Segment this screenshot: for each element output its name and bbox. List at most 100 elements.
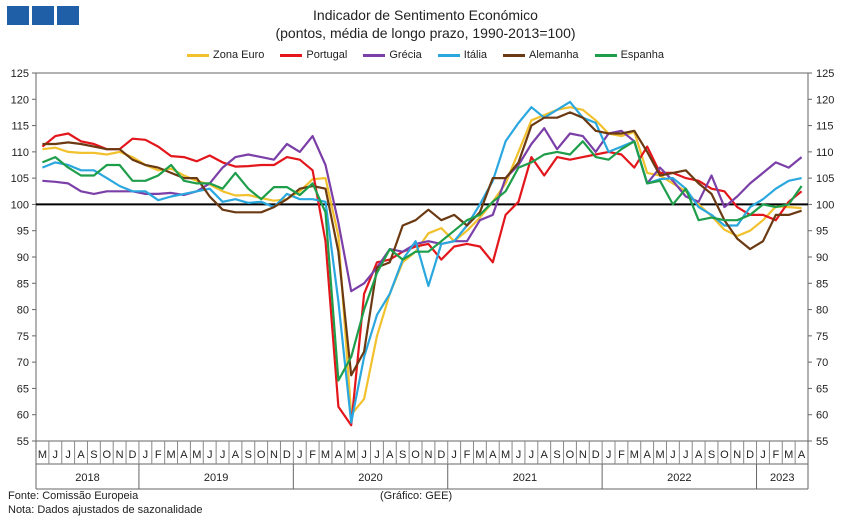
y-tick-label-right: 120 bbox=[816, 94, 834, 106]
y-tick-label-right: 105 bbox=[816, 173, 834, 185]
legend-item: Portugal bbox=[280, 49, 347, 61]
month-label: A bbox=[77, 449, 85, 461]
month-label: N bbox=[116, 449, 124, 461]
month-label: A bbox=[335, 449, 343, 461]
month-label: A bbox=[541, 449, 549, 461]
source-note: Fonte: Comissão Europeia bbox=[8, 490, 139, 502]
legend-item: Itália bbox=[437, 49, 488, 61]
month-label: O bbox=[566, 449, 575, 461]
month-label: J bbox=[670, 449, 676, 461]
month-label: A bbox=[489, 449, 497, 461]
y-tick-label-left: 105 bbox=[11, 173, 29, 185]
month-label: S bbox=[708, 449, 715, 461]
logo-square-3 bbox=[57, 6, 79, 25]
month-label: J bbox=[683, 449, 689, 461]
month-label: F bbox=[464, 449, 471, 461]
month-label: S bbox=[90, 449, 97, 461]
month-label: J bbox=[207, 449, 213, 461]
legend-item: Grécia bbox=[363, 49, 422, 61]
month-label: M bbox=[655, 449, 664, 461]
legend-swatch bbox=[280, 53, 303, 57]
month-label: D bbox=[592, 449, 600, 461]
month-label: S bbox=[245, 449, 252, 461]
month-label: N bbox=[424, 449, 432, 461]
month-label: D bbox=[746, 449, 754, 461]
y-tick-label-left: 80 bbox=[17, 305, 29, 317]
month-label: J bbox=[516, 449, 522, 461]
legend-item: Espanha bbox=[594, 49, 664, 61]
series-line-espanha bbox=[41, 140, 803, 382]
month-label: J bbox=[361, 449, 367, 461]
month-label: J bbox=[220, 449, 226, 461]
y-tick-label-right: 90 bbox=[816, 252, 828, 264]
month-label: D bbox=[283, 449, 291, 461]
logo-square-2 bbox=[32, 6, 54, 25]
y-tick-label-right: 125 bbox=[816, 68, 834, 80]
month-label: O bbox=[102, 449, 111, 461]
series-line-portugal bbox=[41, 132, 803, 427]
month-label: A bbox=[180, 449, 188, 461]
legend-swatch bbox=[594, 53, 617, 57]
y-tick-label-right: 110 bbox=[816, 147, 834, 159]
month-label: O bbox=[720, 449, 729, 461]
month-label: J bbox=[374, 449, 380, 461]
legend-item: Zona Euro bbox=[187, 49, 264, 61]
month-label: J bbox=[143, 449, 149, 461]
series-line-italia bbox=[41, 100, 802, 424]
plot-frame bbox=[35, 72, 809, 442]
y-tick-label-left: 90 bbox=[17, 252, 29, 264]
y-tick-label-left: 55 bbox=[17, 436, 29, 448]
chart-title: Indicador de Sentimento Económico bbox=[313, 7, 538, 23]
month-label: D bbox=[129, 449, 137, 461]
month-label: F bbox=[309, 449, 316, 461]
month-label: J bbox=[606, 449, 612, 461]
month-label: S bbox=[553, 449, 560, 461]
y-tick-label-left: 75 bbox=[17, 331, 29, 343]
chart-subtitle: (pontos, média de longo prazo, 1990-2013… bbox=[275, 25, 576, 41]
series-line-alemanha bbox=[42, 111, 802, 377]
legend-swatch bbox=[187, 53, 209, 57]
legend-label: Portugal bbox=[306, 49, 348, 61]
month-label: A bbox=[798, 449, 806, 461]
series-line-grecia bbox=[42, 127, 803, 293]
y-tick-label-right: 80 bbox=[816, 305, 828, 317]
y-tick-label-left: 110 bbox=[11, 147, 29, 159]
month-label: M bbox=[784, 449, 793, 461]
chart-legend: Zona Euro Portugal Grécia Itália Alemanha Esp… bbox=[0, 49, 851, 61]
seasonal-note: Nota: Dados ajustados de sazonalidade bbox=[8, 504, 203, 516]
y-tick-label-left: 120 bbox=[11, 94, 29, 106]
month-label: J bbox=[451, 449, 457, 461]
month-label: M bbox=[167, 449, 176, 461]
y-tick-label-right: 65 bbox=[816, 383, 828, 395]
month-label: J bbox=[529, 449, 535, 461]
graph-credit: (Gráfico: GEE) bbox=[380, 490, 453, 502]
logo-square-1 bbox=[7, 6, 29, 25]
month-label: N bbox=[733, 449, 741, 461]
month-label: M bbox=[630, 449, 639, 461]
month-label: D bbox=[437, 449, 445, 461]
y-tick-label-left: 115 bbox=[11, 121, 29, 133]
month-label: J bbox=[53, 449, 59, 461]
month-label: J bbox=[297, 449, 303, 461]
month-label: N bbox=[270, 449, 278, 461]
year-label: 2021 bbox=[513, 472, 537, 484]
y-tick-label-left: 65 bbox=[17, 383, 29, 395]
legend-swatch bbox=[503, 53, 526, 57]
legend-label: Grécia bbox=[389, 49, 422, 61]
legend-label: Zona Euro bbox=[213, 49, 265, 61]
legend-item: Alemanha bbox=[503, 49, 579, 61]
year-label: 2022 bbox=[667, 472, 691, 484]
month-label: A bbox=[386, 449, 394, 461]
month-label: F bbox=[155, 449, 162, 461]
legend-label: Itália bbox=[463, 49, 488, 61]
month-label: A bbox=[643, 449, 651, 461]
legend-label: Espanha bbox=[620, 49, 664, 61]
month-label: S bbox=[399, 449, 406, 461]
y-tick-label-right: 75 bbox=[816, 331, 828, 343]
y-tick-label-left: 60 bbox=[17, 410, 29, 422]
month-label: M bbox=[501, 449, 510, 461]
month-label: O bbox=[411, 449, 420, 461]
month-label: M bbox=[192, 449, 201, 461]
y-tick-label-left: 95 bbox=[17, 226, 29, 238]
